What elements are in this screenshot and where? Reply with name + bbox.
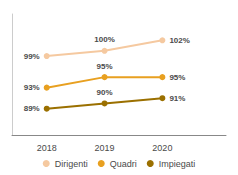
svg-text:2018: 2018 [37, 143, 57, 153]
svg-text:2020: 2020 [152, 143, 172, 153]
svg-text:Quadri: Quadri [110, 159, 137, 169]
svg-text:93%: 93% [24, 83, 40, 92]
svg-text:99%: 99% [24, 52, 40, 61]
svg-text:95%: 95% [97, 62, 113, 71]
svg-text:102%: 102% [169, 36, 189, 45]
svg-text:90%: 90% [97, 88, 113, 97]
svg-text:2019: 2019 [95, 143, 115, 153]
svg-text:100%: 100% [94, 35, 114, 44]
svg-text:95%: 95% [169, 73, 185, 82]
svg-text:Impiegati: Impiegati [159, 159, 196, 169]
svg-text:Dirigenti: Dirigenti [55, 159, 88, 169]
svg-text:89%: 89% [24, 104, 40, 113]
svg-text:91%: 91% [169, 94, 185, 103]
